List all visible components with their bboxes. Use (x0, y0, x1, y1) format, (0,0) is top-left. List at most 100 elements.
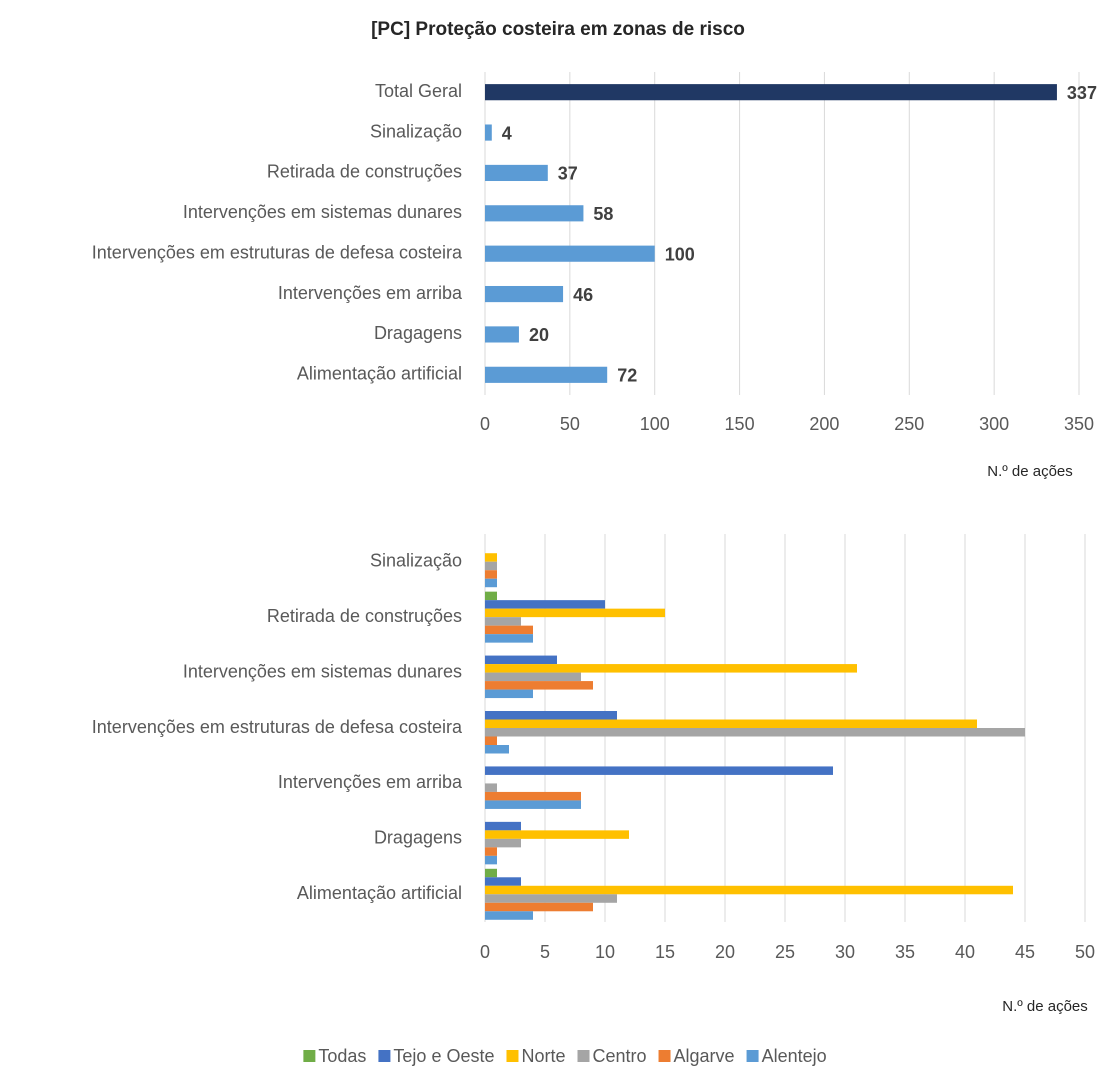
bar (485, 84, 1057, 101)
y-tick-label: Intervenções em sistemas dunares (183, 661, 462, 681)
bar (485, 124, 492, 141)
value-label: 100 (665, 244, 695, 264)
bar (485, 728, 1025, 737)
x-tick-label: 25 (775, 942, 795, 962)
bar (485, 766, 833, 775)
bar (485, 791, 581, 801)
y-tick-label: Alimentação artificial (297, 364, 462, 384)
bar (485, 326, 519, 343)
x-tick-label: 40 (955, 942, 975, 962)
x-tick-label: 150 (725, 414, 755, 434)
bar (485, 744, 509, 754)
bar (485, 600, 605, 609)
bar (485, 164, 548, 182)
bar (485, 366, 608, 383)
bar (485, 868, 497, 878)
x-axis-title: N.º de ações (1002, 998, 1088, 1015)
value-label: 20 (529, 325, 549, 345)
bar (485, 681, 593, 690)
legend-swatch (506, 1050, 519, 1062)
y-tick-label: Retirada de construções (267, 606, 462, 626)
bar (485, 561, 497, 571)
bar (485, 578, 497, 588)
value-label: 337 (1067, 83, 1097, 103)
bar (485, 664, 857, 673)
bar (485, 591, 497, 601)
y-tick-label: Dragagens (374, 828, 462, 848)
x-tick-label: 35 (895, 942, 915, 962)
bar (485, 711, 617, 720)
bar (485, 570, 497, 579)
value-label: 58 (593, 204, 613, 224)
bar (485, 830, 629, 839)
y-tick-label: Total Geral (375, 81, 462, 101)
bar (485, 719, 977, 728)
legend-swatch (303, 1050, 316, 1062)
y-tick-label: Alimentação artificial (297, 883, 462, 903)
x-tick-label: 350 (1064, 414, 1094, 434)
y-tick-label: Intervenções em sistemas dunares (183, 202, 462, 222)
legend-swatch (658, 1050, 671, 1062)
legend-label: Todas (318, 1046, 366, 1066)
value-label: 72 (617, 366, 637, 386)
legend-swatch (577, 1050, 590, 1062)
legend-label: Norte (521, 1046, 565, 1066)
bar (485, 553, 497, 562)
x-tick-label: 50 (1075, 942, 1095, 962)
value-label: 37 (558, 164, 578, 184)
bar (485, 736, 497, 745)
bar (485, 634, 533, 643)
bar (485, 625, 533, 635)
bar (485, 877, 521, 886)
y-tick-label: Intervenções em estruturas de defesa cos… (92, 242, 463, 262)
x-tick-label: 0 (480, 414, 490, 434)
bar (485, 894, 617, 903)
bar (485, 855, 497, 865)
y-tick-label: Intervenções em estruturas de defesa cos… (92, 717, 463, 737)
y-tick-label: Sinalização (370, 121, 462, 141)
x-tick-label: 5 (540, 942, 550, 962)
y-tick-label: Retirada de construções (267, 162, 462, 182)
x-tick-label: 20 (715, 942, 735, 962)
x-axis-title: N.º de ações (987, 463, 1073, 480)
x-tick-label: 0 (480, 942, 490, 962)
chart-title: [PC] Proteção costeira em zonas de risco (371, 19, 745, 40)
legend-label: Alentejo (762, 1046, 827, 1066)
value-label: 4 (502, 123, 512, 143)
bar (485, 838, 521, 848)
legend-label: Centro (593, 1046, 647, 1066)
y-tick-label: Dragagens (374, 323, 462, 343)
x-tick-label: 30 (835, 942, 855, 962)
bar (485, 672, 581, 682)
x-tick-label: 250 (894, 414, 924, 434)
x-tick-label: 100 (640, 414, 670, 434)
bar (485, 847, 497, 856)
value-label: 46 (573, 285, 593, 305)
bar (485, 245, 655, 262)
bar (485, 617, 521, 626)
legend-swatch (378, 1050, 391, 1062)
bar (485, 285, 564, 303)
bar (485, 783, 497, 792)
x-tick-label: 50 (560, 414, 580, 434)
legend-label: Tejo e Oeste (393, 1046, 494, 1066)
bar (485, 885, 1013, 895)
legend-label: Algarve (674, 1046, 735, 1066)
legend-swatch (746, 1050, 759, 1062)
bar (485, 911, 533, 920)
bar (485, 800, 581, 809)
x-tick-label: 300 (979, 414, 1009, 434)
y-tick-label: Sinalização (370, 550, 462, 570)
y-tick-label: Intervenções em arriba (278, 772, 463, 792)
bar (485, 655, 557, 665)
x-tick-label: 10 (595, 942, 615, 962)
bar (485, 821, 521, 831)
legend: Todas Tejo e Oeste Norte Centro Algarve Alent… (303, 1046, 827, 1066)
x-tick-label: 15 (655, 942, 675, 962)
bar (485, 205, 584, 222)
bar (485, 608, 665, 618)
y-tick-label: Intervenções em arriba (278, 283, 463, 303)
bar (485, 689, 533, 699)
bar (485, 902, 593, 912)
